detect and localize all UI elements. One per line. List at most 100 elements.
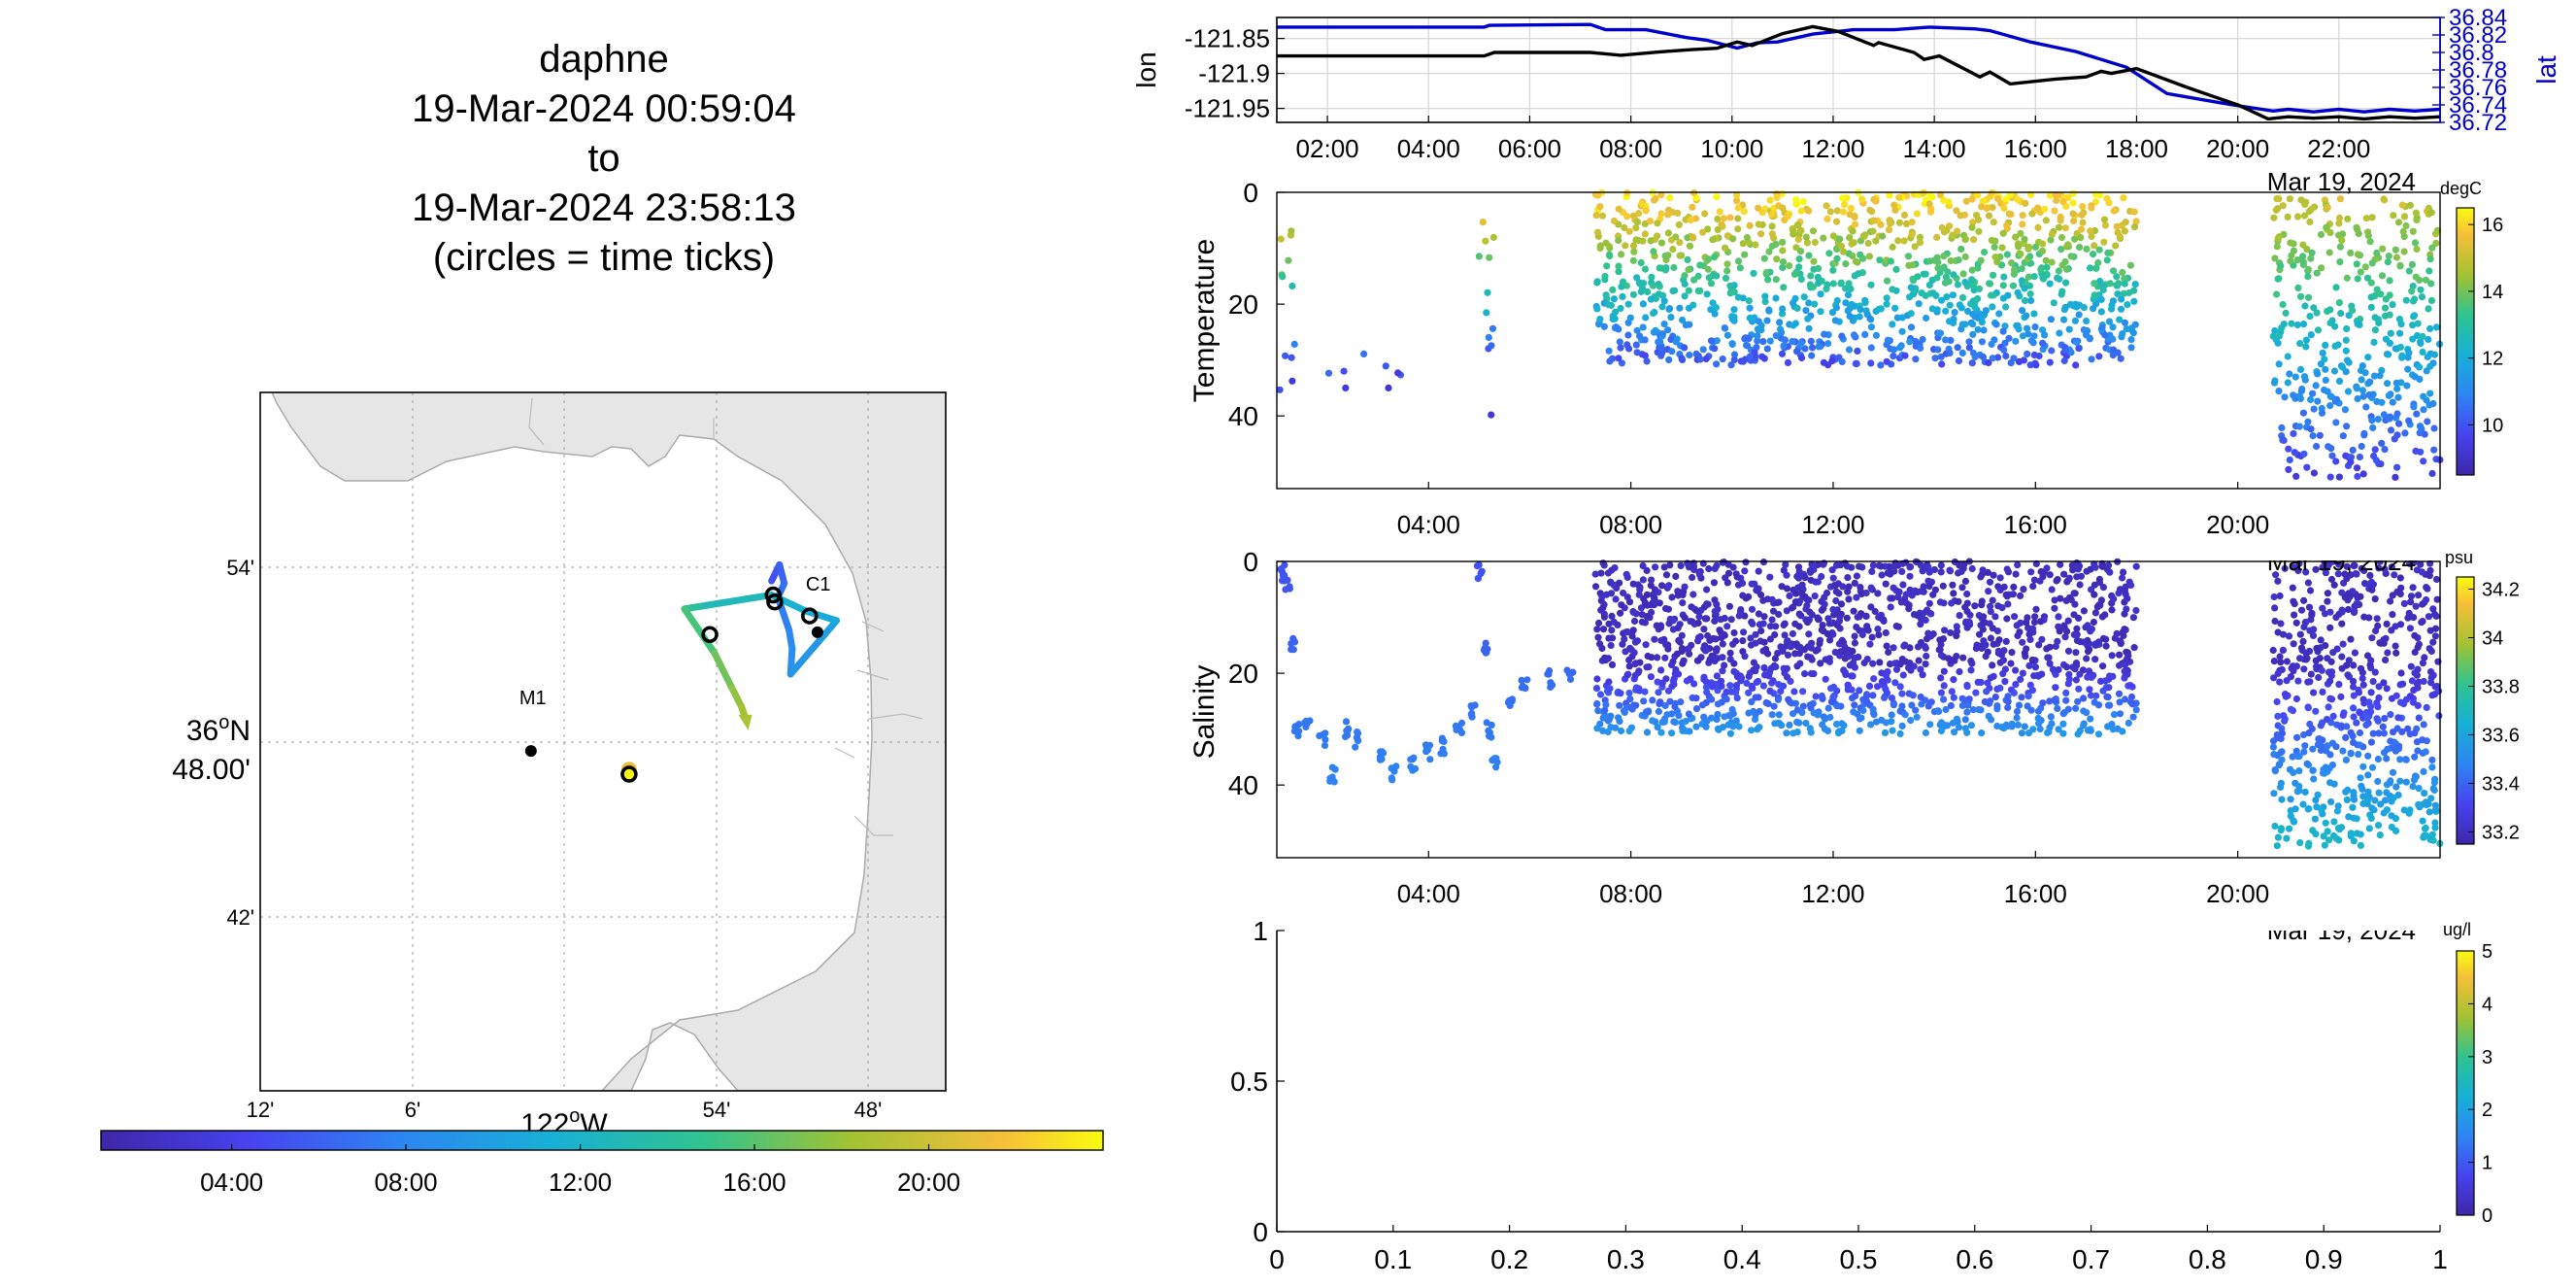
salinity-point — [2093, 603, 2101, 611]
temperature-point — [1805, 299, 1813, 307]
salinity-point — [2024, 729, 2033, 737]
salinity-point — [1679, 599, 1687, 607]
salinity-point — [1639, 576, 1647, 584]
temperature-point — [1746, 314, 1754, 322]
salinity-point — [1774, 695, 1782, 703]
temperature-point — [1846, 211, 1854, 219]
salinity-point — [1596, 640, 1604, 648]
temperature-point — [2379, 245, 2387, 253]
temperature-point — [2088, 356, 2095, 363]
temperature-point — [2345, 312, 2353, 320]
salinity-frame — [1276, 560, 2441, 859]
temperature-point — [1900, 237, 1908, 245]
temperature-point — [2402, 296, 2410, 304]
temperature-point — [1726, 214, 1734, 221]
salinity-point — [1643, 708, 1651, 716]
temperature-point — [2357, 268, 2364, 276]
temperature-point — [1646, 218, 1655, 225]
temperature-point — [1601, 272, 1609, 281]
temperature-point — [2413, 410, 2421, 418]
salinity-point — [1885, 648, 1892, 657]
temperature-point — [1638, 200, 1646, 208]
temperature-point — [2035, 352, 2043, 360]
salinity-point — [1993, 702, 2001, 710]
temperature-point — [2012, 337, 2020, 345]
temperature-point — [2432, 239, 2440, 247]
salinity-point — [2425, 800, 2432, 808]
salinity-point — [1295, 728, 1303, 735]
salinity-point — [1599, 727, 1607, 735]
temperature-point — [2034, 223, 2042, 231]
temperature-point — [2105, 318, 2114, 325]
salinity-point — [1984, 679, 1991, 687]
track-segment — [817, 617, 840, 643]
colorbar-label: 10 — [2482, 415, 2503, 436]
lon-lat-x-label: 16:00 — [2004, 134, 2067, 163]
salinity-point — [2286, 825, 2293, 832]
salinity-point — [2000, 725, 2008, 732]
colorbar-label: 33.2 — [2482, 823, 2520, 844]
salinity-point — [2088, 626, 2095, 633]
salinity-point — [1843, 614, 1851, 622]
temperature-point — [2353, 385, 2360, 392]
temperature-point — [1615, 236, 1623, 245]
salinity-point — [1598, 593, 1606, 600]
salinity-point — [1961, 716, 1969, 724]
salinity-point — [2059, 720, 2067, 728]
salinity-point — [1812, 693, 1820, 700]
land-area — [271, 392, 946, 1091]
temperature-point — [2271, 254, 2279, 262]
temperature-point — [1807, 272, 1815, 280]
salinity-point — [2396, 756, 2404, 763]
temperature-point — [2420, 406, 2427, 414]
temperature-point — [2430, 351, 2438, 358]
temperature-point — [1934, 346, 1942, 354]
temperature-point — [2030, 332, 2038, 340]
salinity-point — [2313, 644, 2321, 653]
salinity-point — [1679, 591, 1687, 599]
temperature-point — [1885, 226, 1893, 234]
temperature-point — [2374, 416, 2382, 424]
salinity-point — [1739, 637, 1747, 645]
salinity-point — [2374, 777, 2382, 786]
temperature-point — [1999, 327, 2007, 335]
temperature-point — [2344, 388, 2353, 395]
temperature-point — [2026, 361, 2034, 369]
temperature-point — [1657, 210, 1665, 218]
salinity-point — [2389, 592, 2396, 599]
temperature-point — [1814, 273, 1822, 281]
temperature-point — [1285, 256, 1292, 264]
salinity-point — [2427, 674, 2435, 682]
salinity-point — [2356, 729, 2364, 737]
temperature-point — [1594, 228, 1602, 236]
temperature-point — [2090, 251, 2097, 258]
temperature-point — [2324, 388, 2331, 395]
temperature-point — [2412, 447, 2420, 455]
salinity-point — [1937, 652, 1945, 660]
temperature-point — [2367, 293, 2375, 301]
temperature-point — [2000, 204, 2008, 212]
salinity-point — [1898, 567, 1906, 576]
salinity-point — [2327, 695, 2336, 703]
salinity-point — [1827, 697, 1835, 706]
start-time: 19-Mar-2024 00:59:04 — [412, 87, 796, 130]
salinity-point — [2052, 670, 2059, 678]
salinity-point — [1671, 702, 1679, 711]
temperature-point — [1639, 300, 1647, 308]
salinity-point — [2430, 779, 2438, 787]
salinity-point — [1978, 729, 1986, 737]
temperature-point — [2078, 225, 2086, 233]
salinity-point — [1894, 593, 1902, 601]
salinity-point — [1655, 589, 1662, 596]
salinity-point — [2057, 594, 2064, 602]
temperature-point — [1489, 324, 1497, 332]
temperature-point — [1972, 212, 1981, 220]
salinity-point — [2350, 837, 2358, 845]
temperature-point — [1607, 301, 1615, 309]
salinity-point — [1670, 718, 1678, 726]
salinity-point — [1942, 705, 1950, 714]
salinity-point — [2122, 661, 2129, 668]
salinity-point — [1824, 704, 1832, 712]
temperature-point — [1897, 342, 1905, 350]
salinity-point — [1807, 669, 1815, 678]
